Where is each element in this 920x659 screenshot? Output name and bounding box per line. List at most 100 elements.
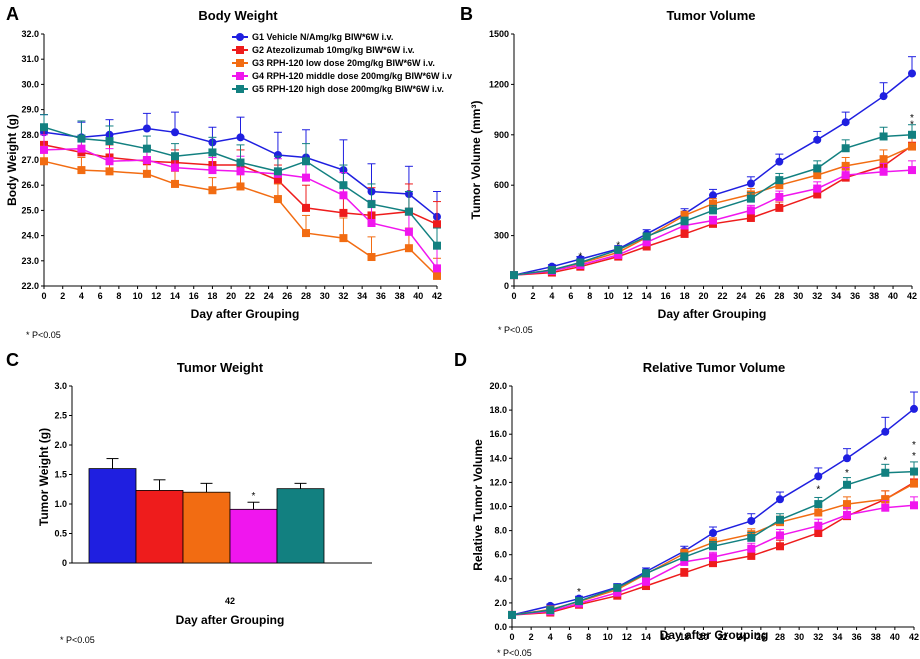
data-point-d [575,597,583,606]
ytick-label-b: 0 [504,281,509,291]
data-point-b [775,157,784,166]
ytick-label-d: 2.0 [494,598,507,608]
data-point-b [746,213,755,222]
significance-star-c: * [252,491,256,502]
xtick-label-a: 28 [301,291,311,301]
plot-body-weight: 22.0 23.0 24.0 25.0 26.0 27.0 28.0 29.0 30.0 31.0… [21,29,442,301]
legend-text-g1: G1 Vehicle N/Amg/kg BIW*6W i.v. [252,32,393,42]
significance-star-d: * [883,456,887,467]
data-point-a [171,152,179,161]
data-point-d [642,577,650,586]
xtick-label-a: 30 [320,291,330,301]
data-point-a [77,144,86,153]
data-point-b [746,179,755,188]
data-point-d [642,582,650,591]
data-point-d [776,515,784,524]
data-point-d [910,467,918,476]
xlabel-d: Day after Grouping [660,628,769,642]
xtick-label-d: 12 [622,632,632,642]
data-point-b [576,258,585,267]
data-point-d [747,551,756,560]
data-point-d [814,529,823,538]
data-point-a [273,150,282,159]
series-d-g1 [508,391,918,619]
data-point-a [302,157,310,166]
significance-star-b: * [910,113,914,124]
data-point-d [709,542,717,551]
data-point-b [775,192,784,201]
data-point-b [709,216,717,225]
data-point-d [814,500,823,509]
data-point-a [433,220,441,229]
data-point-d [881,503,890,512]
xtick-label-b: 4 [549,291,554,301]
ytick-label-b: 900 [494,130,509,140]
ytick-label-a: 24.0 [21,231,39,241]
xtick-label-d: 30 [794,632,804,642]
xtick-label-a: 22 [245,291,255,301]
data-point-a [171,179,179,188]
data-point-d [910,404,918,413]
data-point-a [171,163,179,172]
ytick-label-a: 30.0 [21,79,39,89]
data-point-b [642,238,651,247]
xtick-label-a: 24 [264,291,274,301]
data-point-a [236,167,245,176]
significance-star-b: * [910,120,914,131]
data-point-b [680,229,689,238]
data-point-b [813,171,822,180]
data-point-b [709,191,717,200]
data-point-b [614,250,623,259]
title-a: Body Weight [198,8,278,23]
xtick-label-a: 40 [413,291,423,301]
ytick-label-c: 1.5 [54,470,67,480]
ytick-label-d: 6.0 [494,550,507,560]
data-point-b [813,135,822,144]
xlabel-b: Day after Grouping [658,307,767,321]
xtick-label-d: 26 [756,632,766,642]
xtick-label-b: 28 [774,291,784,301]
xtick-label-a: 0 [41,291,46,301]
data-point-b [746,194,755,203]
xtick-label-b: 12 [623,291,633,301]
xtick-label-b: 26 [755,291,765,301]
footnote-d: * P<0.05 [497,648,532,658]
data-point-b [879,167,888,176]
xtick-label-d: 10 [603,632,613,642]
ytick-label-a: 31.0 [21,54,39,64]
ytick-label-b: 600 [494,180,509,190]
data-point-a [273,167,282,176]
significance-star-b: * [616,241,620,252]
data-point-a [142,169,151,178]
xtick-label-d: 14 [641,632,651,642]
data-point-d [642,569,650,578]
series-d-g5 [508,461,918,619]
data-point-b [680,221,689,230]
xtick-label-d: 6 [567,632,572,642]
series-a-g5 [40,114,441,250]
data-point-a [339,234,348,243]
data-point-b [775,181,784,190]
data-point-d [680,568,689,577]
xtick-label-d: 18 [679,632,689,642]
ytick-label-a: 23.0 [21,256,39,266]
data-point-b [908,69,916,78]
data-point-a [142,156,151,164]
legend-marker-g4 [236,72,244,80]
legend-marker-g2 [236,46,244,54]
xtick-label-d: 2 [529,632,534,642]
xtick-label-d: 42 [909,632,919,642]
data-point-d [843,510,851,519]
xtick-label-a: 10 [133,291,143,301]
ytick-label-a: 29.0 [21,105,39,115]
ytick-label-d: 10.0 [489,502,507,512]
ytick-label-d: 12.0 [489,477,507,487]
significance-star-d: * [816,485,820,496]
data-point-a [142,124,151,133]
legend-text-g5: G5 RPH-120 high dose 200mg/kg BIW*6W i.v… [252,84,444,94]
data-point-a [208,148,217,157]
data-point-b [908,166,916,175]
data-point-a [40,157,48,166]
data-point-a [367,200,376,209]
